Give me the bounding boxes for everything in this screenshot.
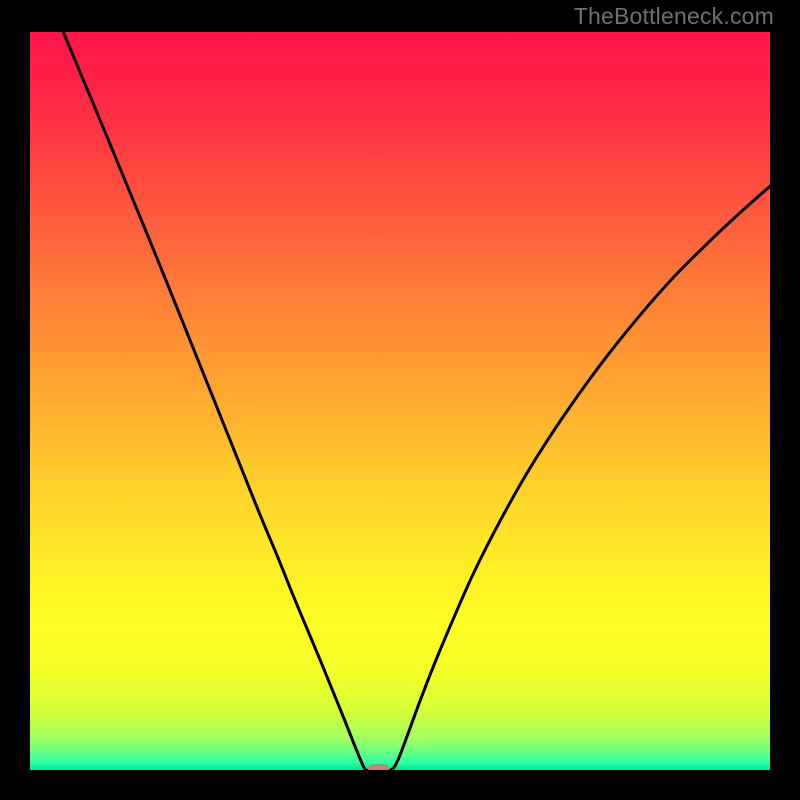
- watermark-text: TheBottleneck.com: [574, 3, 774, 30]
- current-config-marker: [30, 32, 770, 770]
- chart-frame: TheBottleneck.com: [0, 0, 800, 800]
- plot-area: [30, 32, 770, 770]
